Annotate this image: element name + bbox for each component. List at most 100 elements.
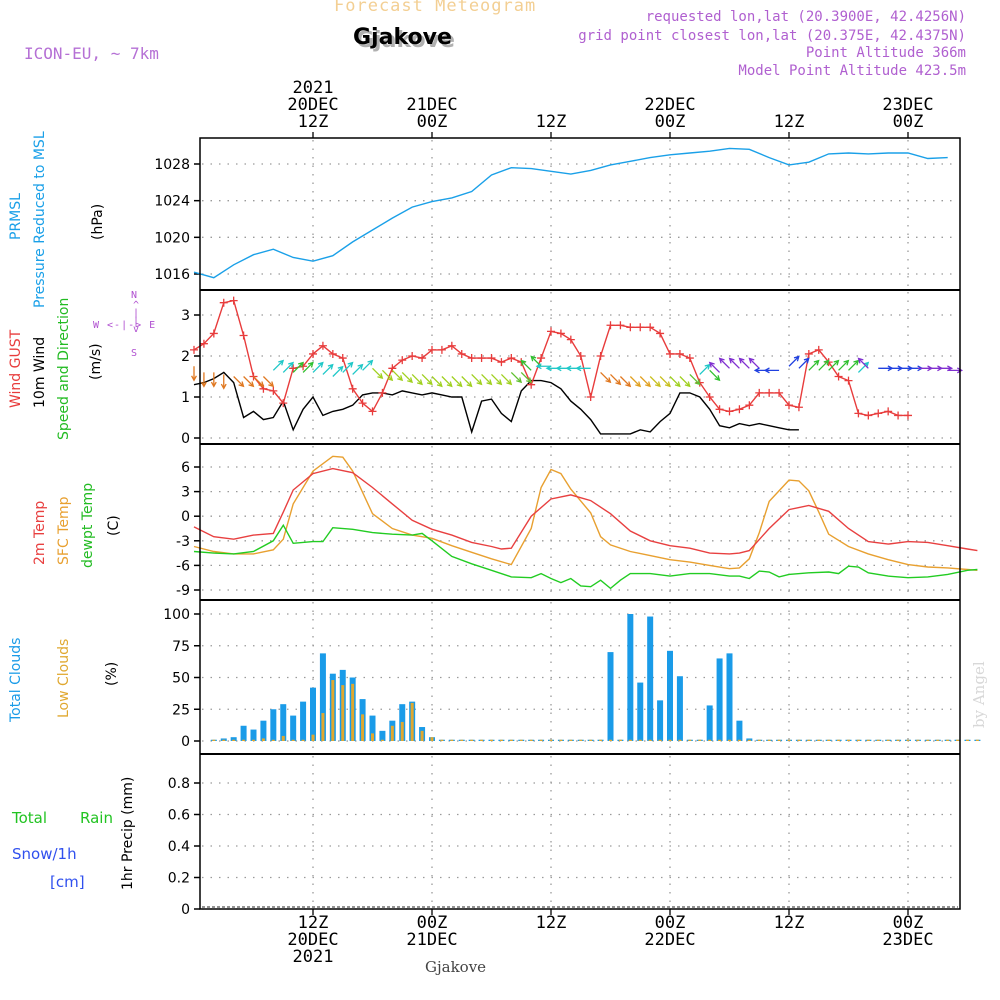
low-cloud-bar [519, 739, 523, 741]
low-cloud-bar [351, 683, 355, 741]
location-title: Gjakove [353, 25, 452, 50]
wind-direction-arrow [679, 376, 691, 388]
low-cloud-bar [827, 739, 831, 741]
ytick-label: 50 [172, 671, 190, 687]
gust-marker [566, 335, 575, 344]
ytick-label: 1028 [154, 157, 190, 173]
gust-marker [219, 298, 228, 307]
compass-vertical: ^ | | v [133, 300, 140, 335]
low-cloud-bar [440, 739, 444, 741]
total-cloud-bar [676, 676, 683, 741]
low-cloud-bar [817, 739, 821, 741]
low-cloud-bar [678, 739, 682, 741]
wind-direction-arrow [292, 361, 304, 373]
gust-marker [576, 352, 585, 360]
total-cloud-bar [627, 614, 634, 741]
total-rain-label: Total [12, 809, 48, 827]
ytick-label: 0 [181, 509, 190, 525]
wind-direction-arrow [342, 361, 354, 373]
gust-marker [646, 323, 655, 332]
wind-direction-arrow [210, 372, 217, 388]
low-cloud-bar [490, 739, 493, 741]
low-cloud-bar [569, 739, 573, 741]
low-cloud-bar [638, 739, 642, 741]
wind-direction-arrow [461, 376, 473, 388]
sfc-temp-line [193, 455, 978, 571]
gust-marker [457, 349, 466, 358]
low-cloud-bar [609, 739, 612, 741]
wind-direction-arrow [838, 359, 850, 371]
gust-marker [378, 388, 387, 397]
low-cloud-bar [420, 730, 424, 741]
low-cloud-bar [509, 739, 513, 741]
gust-marker [705, 393, 714, 401]
low-cloud-bar [767, 739, 771, 741]
top-time-label: 22DEC [644, 95, 695, 115]
gust-marker [487, 354, 496, 363]
gust-marker [229, 296, 238, 305]
bottom-time-label: 00Z [893, 913, 924, 933]
ytick-label: 0 [181, 734, 190, 750]
wind-direction-arrow [282, 361, 295, 373]
gust-marker [814, 345, 823, 354]
low-cloud-bar [975, 739, 979, 741]
gust-marker [279, 399, 288, 408]
low-cloud-bar [242, 739, 246, 741]
low-cloud-bar [757, 739, 761, 741]
point-altitude: Point Altitude 366m [805, 45, 966, 61]
gust-marker [616, 321, 625, 330]
wind-direction-arrow [352, 363, 364, 375]
gust-marker [785, 401, 793, 410]
gust-marker [755, 388, 764, 397]
wind-direction-arrow [481, 373, 493, 386]
low-cloud-bar [222, 739, 226, 741]
low-cloud-bar [777, 739, 781, 741]
compass-north: N [131, 290, 138, 301]
gust-marker [765, 388, 774, 397]
gust-marker [596, 352, 605, 360]
bottom-time-label: 12Z [774, 913, 805, 933]
wind-direction-arrow [828, 359, 840, 371]
ytick-label: 3 [181, 308, 190, 324]
wind-direction-arrow [575, 365, 591, 372]
low-cloud-bar [936, 739, 940, 741]
wind-direction-arrow [669, 376, 681, 388]
compass-south: S [131, 348, 138, 359]
wind-direction-arrow [262, 376, 275, 388]
low-cloud-bar [390, 725, 394, 741]
rain-label: Rain [80, 809, 113, 827]
total-cloud-bar [637, 682, 644, 741]
wind-direction-arrow [220, 374, 227, 390]
low-cloud-bar [311, 734, 315, 741]
low-cloud-bar [787, 739, 791, 741]
bottom-time-label: 12Z [536, 913, 567, 933]
gust-marker [904, 411, 912, 420]
footer-location: Gjakove [425, 958, 487, 976]
gust-marker [348, 384, 357, 393]
top-time-label: 12Z [298, 112, 329, 132]
gust-marker [507, 354, 516, 363]
bottom-time-label: 2021 [293, 947, 334, 967]
top-time-label: 12Z [536, 112, 567, 132]
gust-marker [556, 329, 565, 338]
gust-marker [854, 409, 863, 418]
wind-direction-arrow [718, 357, 730, 369]
gust-marker [586, 393, 595, 401]
low-cloud-bar [410, 702, 414, 741]
wind-direction-arrow [500, 373, 513, 386]
wind-direction-arrow [243, 376, 255, 388]
low-cloud-bar [886, 739, 890, 741]
low-cloud-bar [866, 739, 870, 741]
wind-direction-arrow [848, 359, 860, 371]
meteogram-title: Forecast Meteogram [334, 0, 537, 16]
ytick-label: 1 [181, 390, 190, 406]
low-cloud-bar [529, 739, 533, 741]
ytick-label: 1020 [154, 230, 190, 246]
ytick-label: 0.8 [168, 776, 190, 792]
gust-marker [656, 329, 665, 338]
gust-marker [804, 349, 813, 358]
low-cloud-bar [341, 685, 345, 741]
t2m-line [193, 467, 978, 555]
gust-marker [844, 376, 853, 385]
low-cloud-bar [480, 739, 484, 741]
